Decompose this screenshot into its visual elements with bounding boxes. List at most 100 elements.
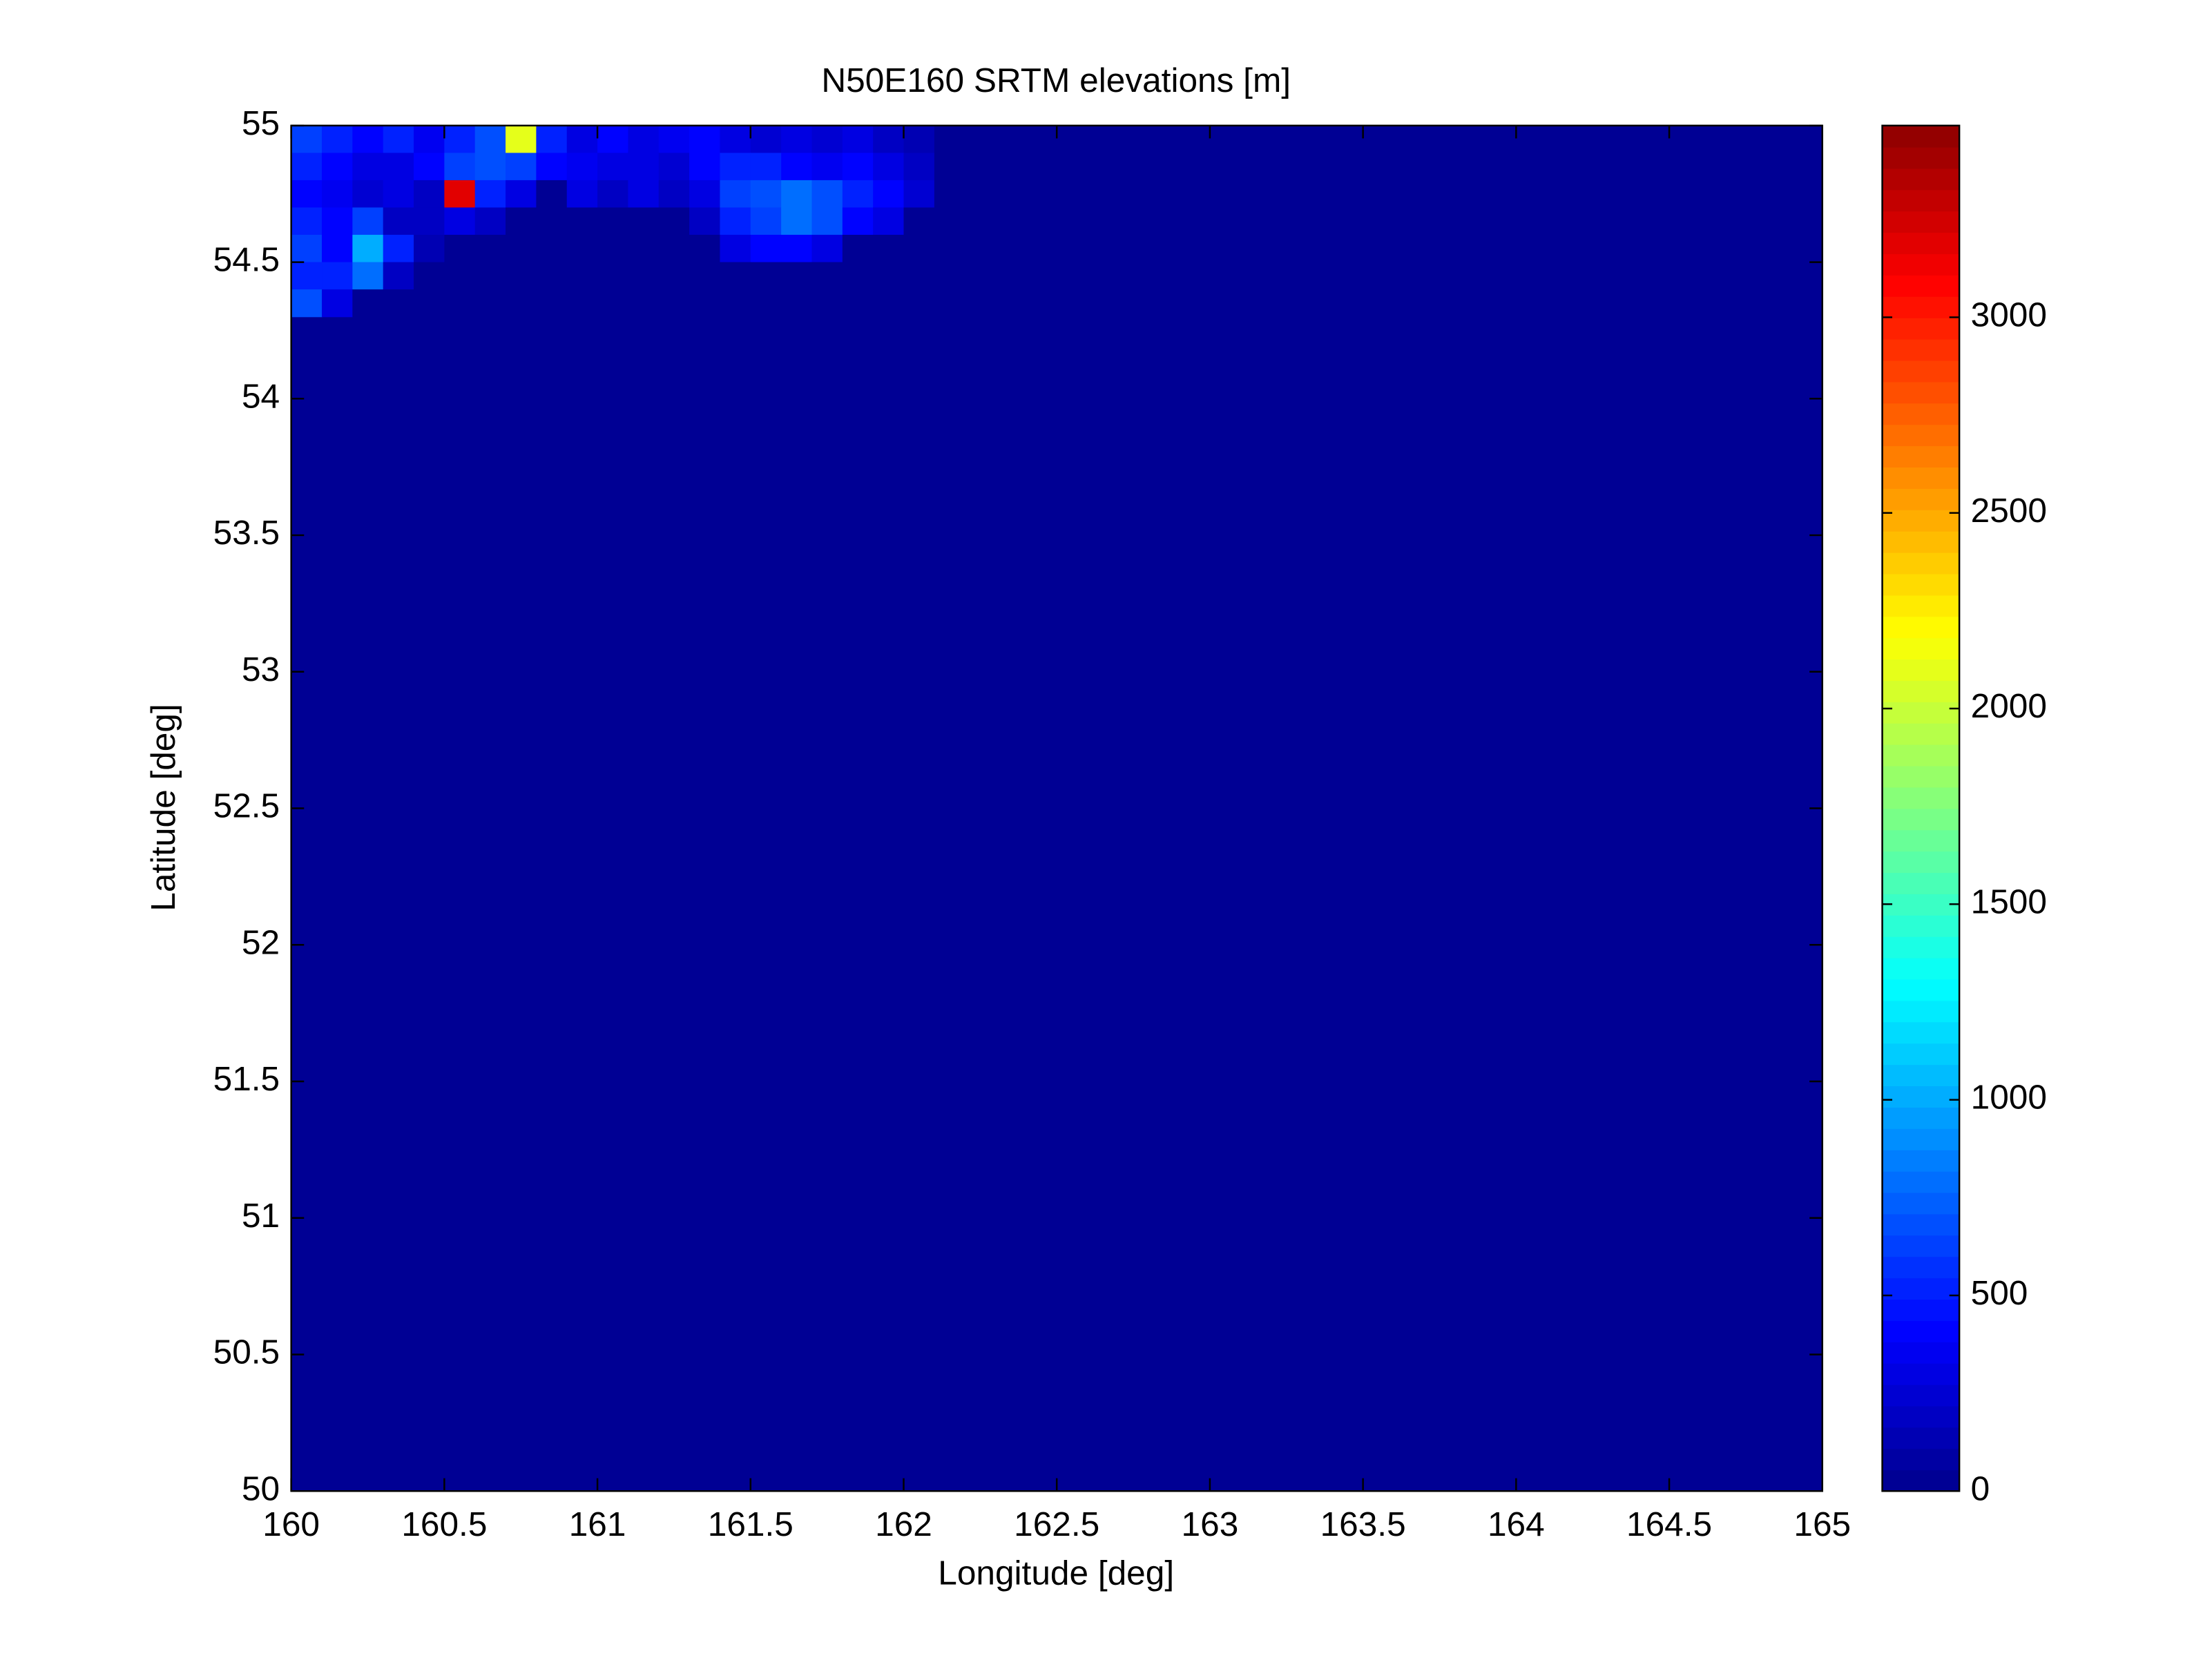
cell — [750, 207, 782, 235]
colorbar-step — [1882, 744, 1960, 767]
colorbar-step — [1882, 1405, 1960, 1428]
colorbar-step — [1882, 894, 1960, 916]
cell — [720, 235, 751, 263]
cell — [506, 235, 537, 263]
cell — [291, 180, 323, 209]
cell — [474, 180, 506, 209]
cell — [597, 235, 629, 263]
colorbar-step — [1882, 424, 1960, 447]
colorbar-step — [1882, 125, 1960, 148]
cell — [934, 153, 965, 181]
cell — [291, 235, 323, 263]
cell — [903, 289, 935, 318]
cell — [597, 289, 629, 318]
cell — [291, 153, 323, 181]
colorbar-step — [1882, 979, 1960, 1001]
cell — [658, 153, 690, 181]
cell — [444, 235, 476, 263]
cell — [536, 153, 568, 181]
cell — [383, 235, 414, 263]
colorbar-step — [1882, 1341, 1960, 1364]
x-tick-label: 165 — [1793, 1505, 1851, 1543]
cell — [322, 262, 353, 290]
x-tick-label: 161.5 — [708, 1505, 794, 1543]
colorbar-step — [1882, 1000, 1960, 1023]
colorbar-step — [1882, 1235, 1960, 1257]
cell — [628, 125, 660, 153]
colorbar-frame — [1881, 124, 1961, 1492]
cell — [444, 262, 476, 290]
cell — [903, 180, 935, 209]
cell — [781, 262, 813, 290]
x-tick-label: 160.5 — [401, 1505, 487, 1543]
cell — [750, 262, 782, 290]
cell — [781, 125, 813, 153]
colorbar-step — [1882, 552, 1960, 575]
y-tick-label: 53.5 — [213, 513, 280, 552]
colorbar-step — [1882, 509, 1960, 532]
cell — [842, 235, 874, 263]
cell — [842, 262, 874, 290]
x-axis-label: Longitude [deg] — [938, 1553, 1174, 1592]
cell — [750, 153, 782, 181]
y-tick-label: 50.5 — [213, 1333, 280, 1371]
y-tick-label: 52.5 — [213, 787, 280, 825]
colorbar-step — [1882, 1384, 1960, 1407]
cell — [352, 262, 384, 290]
colorbar-step — [1882, 659, 1960, 681]
cell — [414, 153, 445, 181]
colorbar-tick-label: 3000 — [1971, 296, 2047, 334]
x-tick-label: 160 — [262, 1505, 320, 1543]
cell — [506, 289, 537, 318]
x-tick-label: 163.5 — [1320, 1505, 1406, 1543]
cell — [720, 180, 751, 209]
x-tick-label: 164.5 — [1626, 1505, 1712, 1543]
cell — [811, 180, 843, 209]
cell — [383, 207, 414, 235]
colorbar-step — [1882, 680, 1960, 702]
colorbar-step — [1882, 1192, 1960, 1215]
cell — [781, 153, 813, 181]
cell — [934, 262, 965, 290]
x-tick-label: 164 — [1488, 1505, 1545, 1543]
cell — [689, 262, 721, 290]
cell — [597, 207, 629, 235]
colorbar-step — [1882, 488, 1960, 510]
cell — [781, 235, 813, 263]
cell — [566, 235, 598, 263]
cell — [811, 207, 843, 235]
cell — [811, 262, 843, 290]
colorbar-step — [1882, 787, 1960, 809]
colorbar-step — [1882, 1427, 1960, 1449]
cell — [873, 262, 905, 290]
colorbar-tick-label: 0 — [1971, 1469, 1990, 1507]
cell — [474, 153, 506, 181]
cell — [352, 289, 384, 318]
cell — [566, 180, 598, 209]
cell — [934, 125, 965, 153]
cell — [781, 207, 813, 235]
cell — [474, 207, 506, 235]
cell — [934, 235, 965, 263]
cell — [658, 235, 690, 263]
cell — [658, 207, 690, 235]
cell — [903, 125, 935, 153]
chart-title: N50E160 SRTM elevations [m] — [821, 61, 1291, 99]
cell — [811, 153, 843, 181]
colorbar-step — [1882, 1213, 1960, 1236]
cell — [781, 289, 813, 318]
colorbar-step — [1882, 1170, 1960, 1193]
cell — [597, 153, 629, 181]
y-tick-label: 55 — [242, 104, 280, 142]
cell — [628, 207, 660, 235]
cell — [536, 125, 568, 153]
cell — [444, 180, 476, 209]
cell — [658, 289, 690, 318]
cell — [811, 235, 843, 263]
y-tick-label: 51 — [242, 1196, 280, 1235]
cell — [628, 235, 660, 263]
x-tick-label: 163 — [1182, 1505, 1239, 1543]
cell — [474, 289, 506, 318]
cell — [291, 125, 323, 153]
